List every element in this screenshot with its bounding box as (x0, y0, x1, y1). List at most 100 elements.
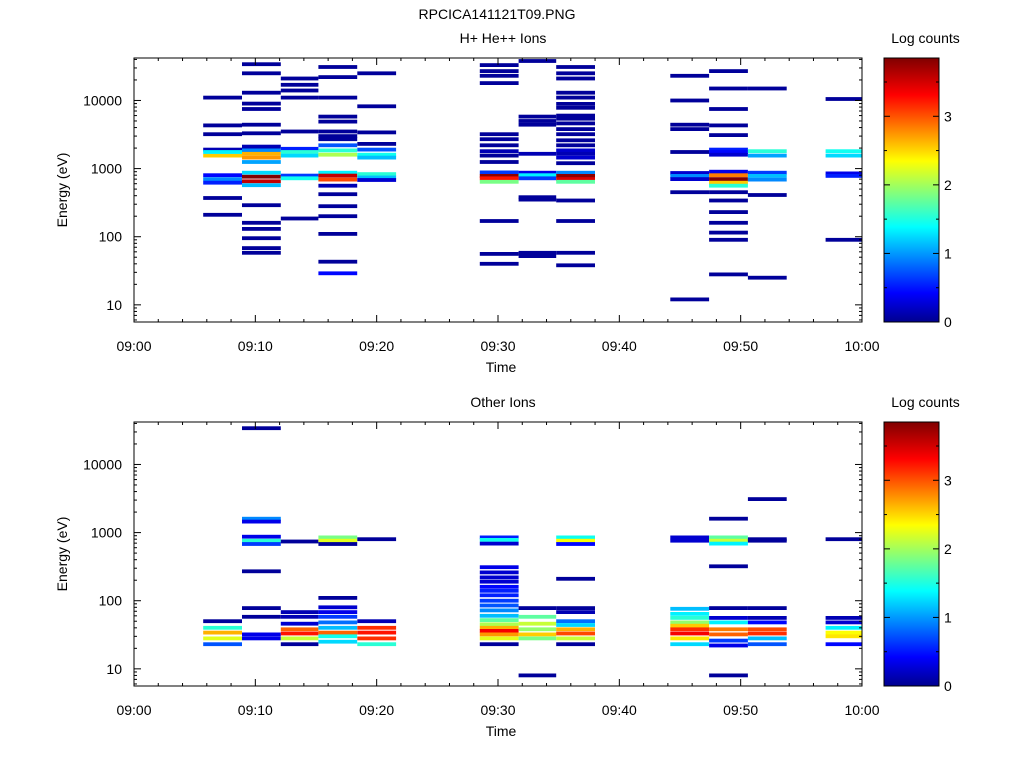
heatmap-cell (556, 95, 595, 100)
heatmap-cell (709, 230, 748, 235)
heatmap-cell (357, 130, 397, 135)
heatmap-cell (479, 160, 519, 164)
colorbar-tick-label: 3 (944, 472, 952, 488)
heatmap-cell (242, 227, 281, 231)
heatmap-cell (479, 622, 519, 627)
heatmap-cell (479, 73, 519, 78)
heatmap-cell (709, 272, 748, 277)
heatmap-cell (357, 155, 397, 160)
heatmap-cell (357, 630, 397, 635)
plot-frame (133, 57, 863, 323)
heatmap-cell (318, 542, 358, 546)
heatmap-cell (709, 210, 748, 214)
colorbar-tick-label: 1 (944, 245, 952, 261)
heatmap-cell (242, 148, 281, 153)
heatmap-cell (747, 642, 787, 647)
x-tick-label: 09:50 (723, 338, 758, 354)
heatmap-cell (556, 127, 595, 131)
heatmap-cell (670, 612, 710, 616)
heatmap-cell (203, 95, 242, 100)
heatmap-cell (318, 192, 358, 197)
x-tick-label: 09:20 (359, 338, 394, 354)
heatmap-cell (479, 69, 519, 73)
heatmap-cell (242, 246, 281, 250)
heatmap-cell (556, 627, 595, 632)
heatmap-cell (709, 673, 748, 678)
heatmap-cell (556, 161, 595, 166)
heatmap-cell (518, 122, 557, 127)
heatmap-cell (280, 176, 319, 181)
y-axis-label: Energy (eV) (54, 517, 70, 592)
heatmap-cell (242, 236, 281, 241)
heatmap-cell (518, 195, 557, 200)
heatmap-cell (556, 65, 595, 69)
heatmap-cell (825, 620, 862, 625)
colorbar-tick-label: 0 (944, 314, 952, 330)
heatmap-cell (318, 129, 358, 134)
heatmap-cell (556, 610, 595, 614)
heatmap-cell (280, 614, 319, 619)
heatmap-cell (318, 614, 358, 619)
heatmap-cell (670, 616, 710, 620)
heatmap-cell (357, 152, 397, 157)
heatmap-cell (357, 619, 397, 624)
x-tick-label: 09:40 (602, 702, 637, 718)
heatmap-cell (318, 605, 358, 610)
heatmap-cell (242, 170, 281, 175)
heatmap-cell (709, 173, 748, 178)
heatmap-cell (709, 69, 748, 73)
heatmap-cell (318, 173, 358, 178)
heatmap-cell (518, 59, 557, 63)
heatmap-cell (242, 90, 281, 95)
heatmap-cell (747, 616, 787, 620)
heatmap-cell (479, 137, 519, 142)
heatmap-cell (318, 119, 358, 124)
heatmap-cell (556, 538, 595, 543)
x-axis-label: Time (486, 723, 517, 739)
heatmap-cell (670, 631, 710, 636)
heatmap-cell (556, 116, 595, 121)
heatmap-cell (479, 538, 519, 542)
heatmap-cell (242, 179, 281, 184)
heatmap-cell (242, 174, 281, 179)
y-tick-label: 100 (99, 593, 123, 609)
heatmap-cell (709, 541, 748, 546)
heatmap-cell (709, 538, 748, 543)
panel-h-he-ions: 09:00 09:10 09:20 09:30 09:40 09:50 10:0010100… (54, 30, 960, 375)
heatmap-cell (280, 129, 319, 134)
heatmap-cell (242, 122, 281, 127)
heatmap-cell (280, 631, 319, 636)
heatmap-cell (318, 596, 358, 600)
heatmap-cell (280, 627, 319, 632)
heatmap-cell (479, 143, 519, 148)
heatmap-cell (280, 621, 319, 626)
heatmap-cell (556, 143, 595, 148)
x-tick-label: 10:00 (844, 702, 879, 718)
heatmap-cell (747, 620, 787, 625)
heatmap-cell (747, 177, 787, 182)
heatmap-cell (242, 160, 281, 164)
heatmap-cell (670, 171, 710, 175)
heatmap-cell (318, 143, 358, 148)
y-tick-label: 1000 (91, 525, 122, 541)
heatmap-cell (318, 183, 358, 188)
heatmap-cell (242, 101, 281, 106)
heatmap-cell (242, 534, 281, 539)
heatmap-cell (242, 606, 281, 610)
heatmap-cell (479, 629, 519, 633)
heatmap-cell (242, 131, 281, 136)
heatmap-cell (318, 134, 358, 138)
heatmap-cell (203, 177, 242, 181)
heatmap-cell (825, 630, 862, 635)
heatmap-cell (825, 171, 862, 176)
heatmap-cell (318, 625, 358, 630)
heatmap-cell (747, 627, 787, 632)
heatmap-cell (670, 127, 710, 131)
heatmap-cell (479, 153, 519, 158)
colorbar-tick-label: 2 (944, 177, 952, 193)
heatmap-cell (203, 212, 242, 217)
heatmap-cell (318, 114, 358, 119)
heatmap-cell (670, 73, 710, 78)
colorbar: Log counts 0 1 2 3 (883, 30, 960, 330)
heatmap-cell (518, 173, 557, 178)
